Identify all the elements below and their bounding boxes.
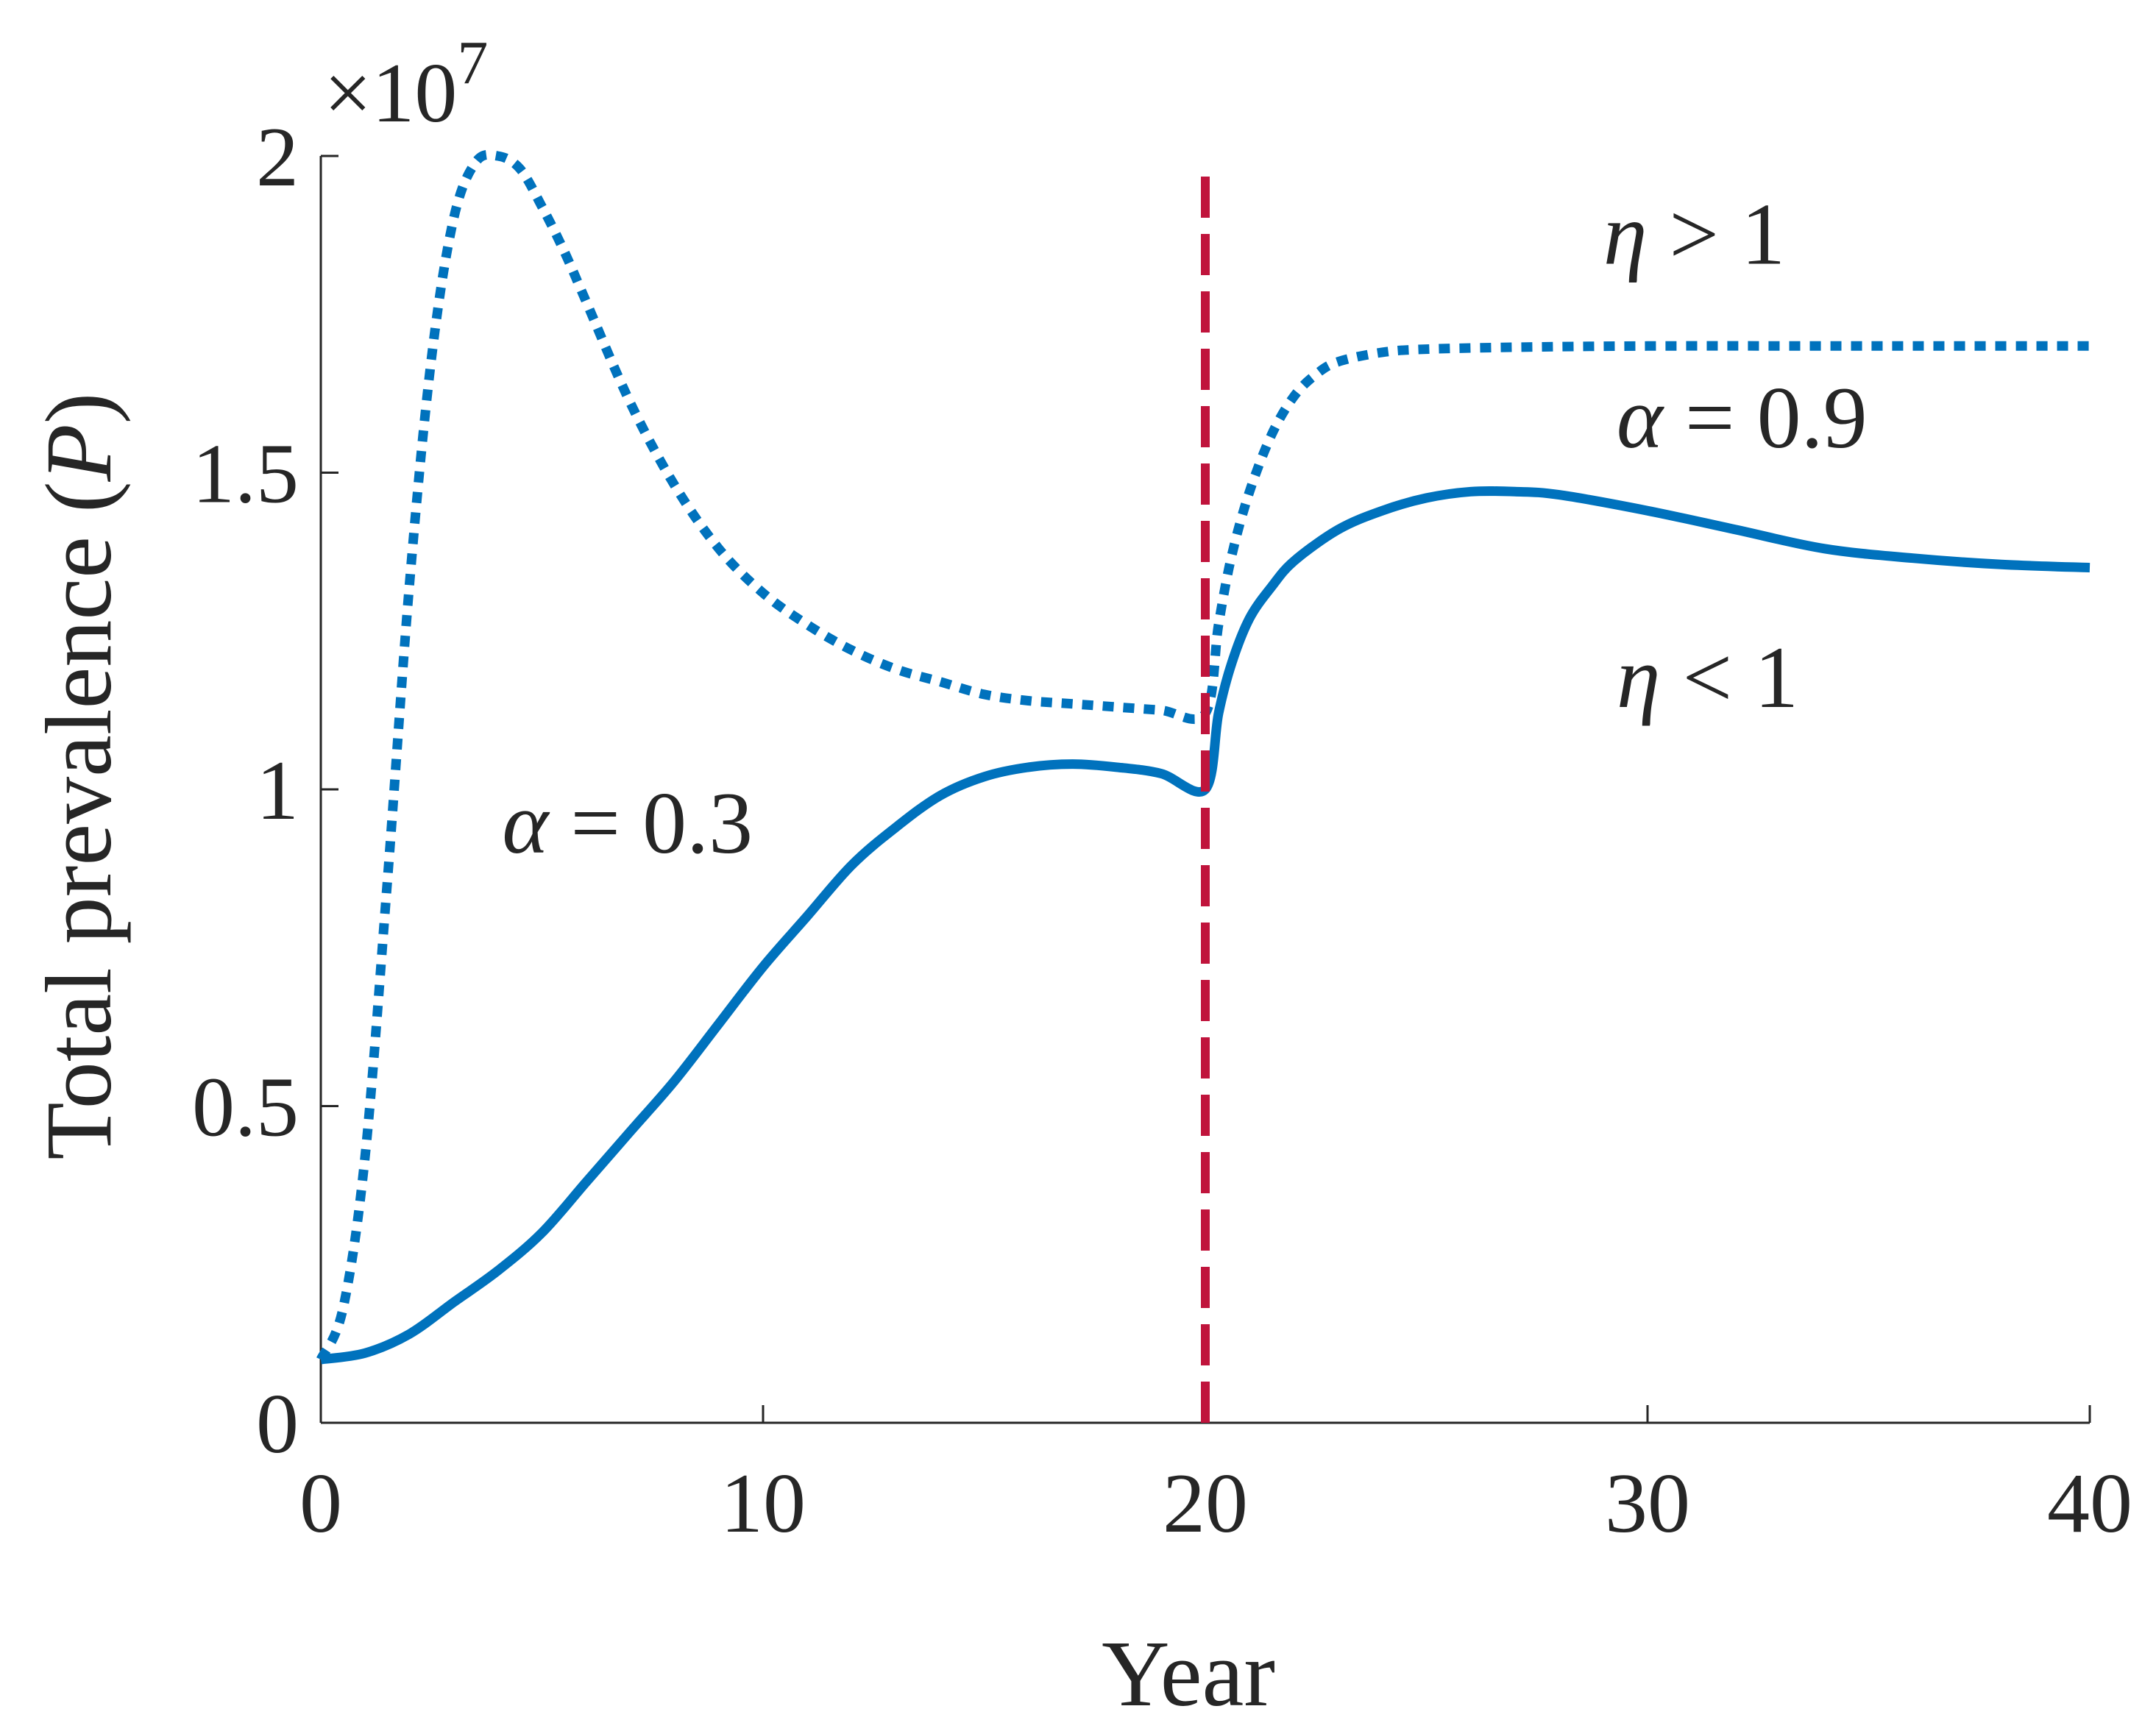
annotation-label: η < 1 [1617, 628, 1798, 726]
annotation-label: α = 0.3 [502, 774, 753, 872]
y-tick-label: 1 [256, 744, 299, 838]
plot-area: η > 1 α = 0.9 η < 1 α = 0.3 [316, 149, 2091, 1423]
x-tick-label: 20 [1163, 1457, 1248, 1551]
series-dotted-line [316, 149, 2090, 1362]
x-tick-label: 0 [299, 1457, 342, 1551]
y-tick-label: 2 [256, 110, 299, 205]
series-solid-line [320, 486, 2091, 1365]
x-axis-title: Year [1102, 1621, 1275, 1720]
y-multiplier-label: ×107 [324, 29, 488, 141]
x-tick-label: 30 [1605, 1457, 1690, 1551]
y-axis-title: Total prevalence (P) [26, 393, 131, 1160]
y-tick-label: 0 [256, 1377, 299, 1471]
x-tick-label: 10 [720, 1457, 806, 1551]
x-tick-label: 40 [2047, 1457, 2132, 1551]
chart-labels: ×107 Year Total prevalence (P) [26, 29, 1275, 1720]
annotation-label: η > 1 [1603, 185, 1785, 282]
y-tick-label: 0.5 [192, 1061, 299, 1155]
annotation-label: α = 0.9 [1617, 369, 1868, 466]
axes: 0 10 20 30 40 0 0.5 1 1.5 2 [192, 110, 2132, 1551]
y-tick-label: 1.5 [192, 427, 299, 522]
